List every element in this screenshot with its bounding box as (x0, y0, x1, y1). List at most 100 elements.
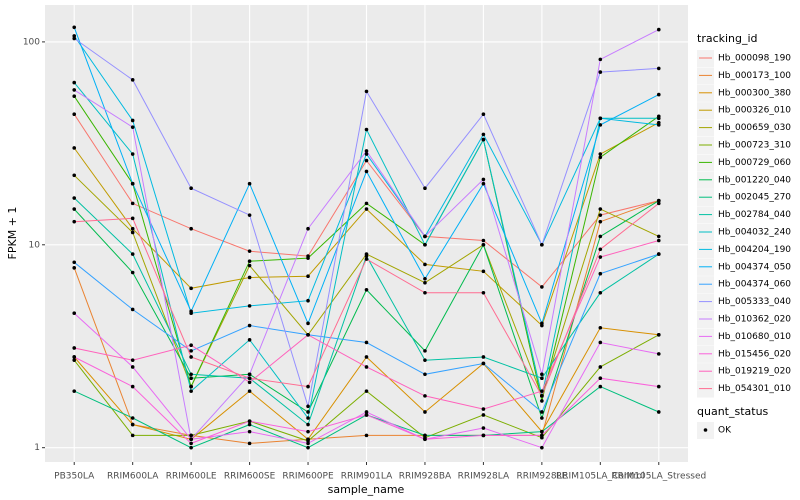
data-point (598, 70, 603, 74)
data-point (598, 376, 603, 381)
data-point (247, 249, 252, 253)
data-point (598, 116, 603, 121)
data-point (130, 216, 135, 221)
data-point (481, 361, 486, 366)
data-point (481, 413, 486, 417)
data-point (364, 355, 369, 359)
data-point (423, 433, 427, 438)
data-point (72, 25, 77, 30)
data-point (130, 270, 135, 275)
data-point (598, 365, 603, 369)
data-point (189, 286, 193, 291)
data-point (540, 242, 544, 247)
legend-swatch (703, 428, 708, 432)
data-point (247, 275, 252, 280)
data-point (247, 429, 252, 434)
data-point (540, 416, 544, 420)
data-point (540, 394, 544, 398)
data-point (656, 238, 661, 243)
data-point (656, 352, 661, 356)
data-point (130, 78, 135, 82)
data-point (598, 325, 603, 330)
data-point (189, 445, 193, 450)
data-point (656, 66, 661, 71)
data-point (189, 437, 193, 442)
x-tick-label: RRIM105LA_Control (556, 472, 645, 482)
data-point (364, 149, 369, 153)
legend-label: Hb_000659_030 (718, 123, 791, 133)
legend-label: Hb_000326_010 (718, 106, 791, 116)
data-point (306, 321, 310, 326)
data-point (598, 271, 603, 276)
data-point (540, 376, 544, 381)
data-point (306, 422, 310, 427)
data-point (598, 213, 603, 217)
data-point (598, 384, 603, 389)
data-point (364, 207, 369, 211)
data-point (306, 226, 310, 231)
data-point (364, 410, 369, 414)
legend-label: Hb_004032_240 (718, 228, 791, 238)
data-point (72, 266, 77, 270)
data-point (130, 181, 135, 186)
data-point (247, 389, 252, 393)
data-point (189, 355, 193, 359)
y-axis-title: FPKM + 1 (6, 207, 19, 260)
legend-label: Hb_004374_060 (718, 280, 791, 290)
data-point (364, 254, 369, 258)
data-point (481, 426, 486, 430)
x-tick-label: RRIM928BA (399, 472, 452, 482)
data-point (598, 155, 603, 160)
data-point (130, 201, 135, 206)
data-point (72, 80, 77, 85)
x-tick-label: RRIM928LA (458, 472, 510, 482)
data-point (247, 372, 252, 377)
data-point (72, 219, 77, 224)
x-axis-title: sample_name (328, 483, 405, 496)
data-point (130, 252, 135, 256)
data-point (423, 349, 427, 353)
legend-label: Hb_001220_040 (718, 175, 791, 185)
data-point (540, 372, 544, 377)
x-tick-label: RRIM600PE (282, 472, 334, 482)
data-point (481, 137, 486, 142)
x-tick-label: RRIM105LA_Stressed (611, 472, 706, 482)
data-point (540, 429, 544, 434)
data-point (481, 132, 486, 137)
legend-label: Hb_019219_020 (718, 367, 791, 377)
data-point (656, 92, 661, 97)
data-point (72, 173, 77, 178)
data-point (306, 410, 310, 414)
x-tick-label: PB350LA (54, 472, 95, 482)
data-point (364, 158, 369, 163)
data-point (423, 186, 427, 191)
data-point (130, 365, 135, 369)
data-point (598, 123, 603, 127)
data-point (481, 355, 486, 359)
data-point (189, 186, 193, 191)
data-point (656, 201, 661, 206)
data-point (72, 36, 77, 41)
data-point (423, 234, 427, 239)
data-point (72, 346, 77, 350)
data-point (656, 384, 661, 389)
legend-label: Hb_004374_050 (718, 262, 791, 272)
legend-label: Hb_000723_310 (718, 141, 791, 151)
data-point (364, 127, 369, 132)
data-point (598, 234, 603, 239)
data-point (306, 384, 310, 389)
data-point (423, 242, 427, 247)
legend-label: Hb_010362_020 (718, 315, 791, 325)
legend-label: Hb_002045_270 (718, 193, 791, 203)
legend-label: Hb_000729_060 (718, 158, 791, 168)
data-point (72, 311, 77, 316)
data-point (423, 372, 427, 377)
x-tick-label: RRIM600LA (107, 472, 159, 482)
data-point (364, 433, 369, 438)
data-point (598, 57, 603, 62)
data-point (306, 256, 310, 260)
data-point (423, 262, 427, 267)
data-point (364, 413, 369, 417)
data-point (423, 394, 427, 398)
data-point (481, 433, 486, 438)
